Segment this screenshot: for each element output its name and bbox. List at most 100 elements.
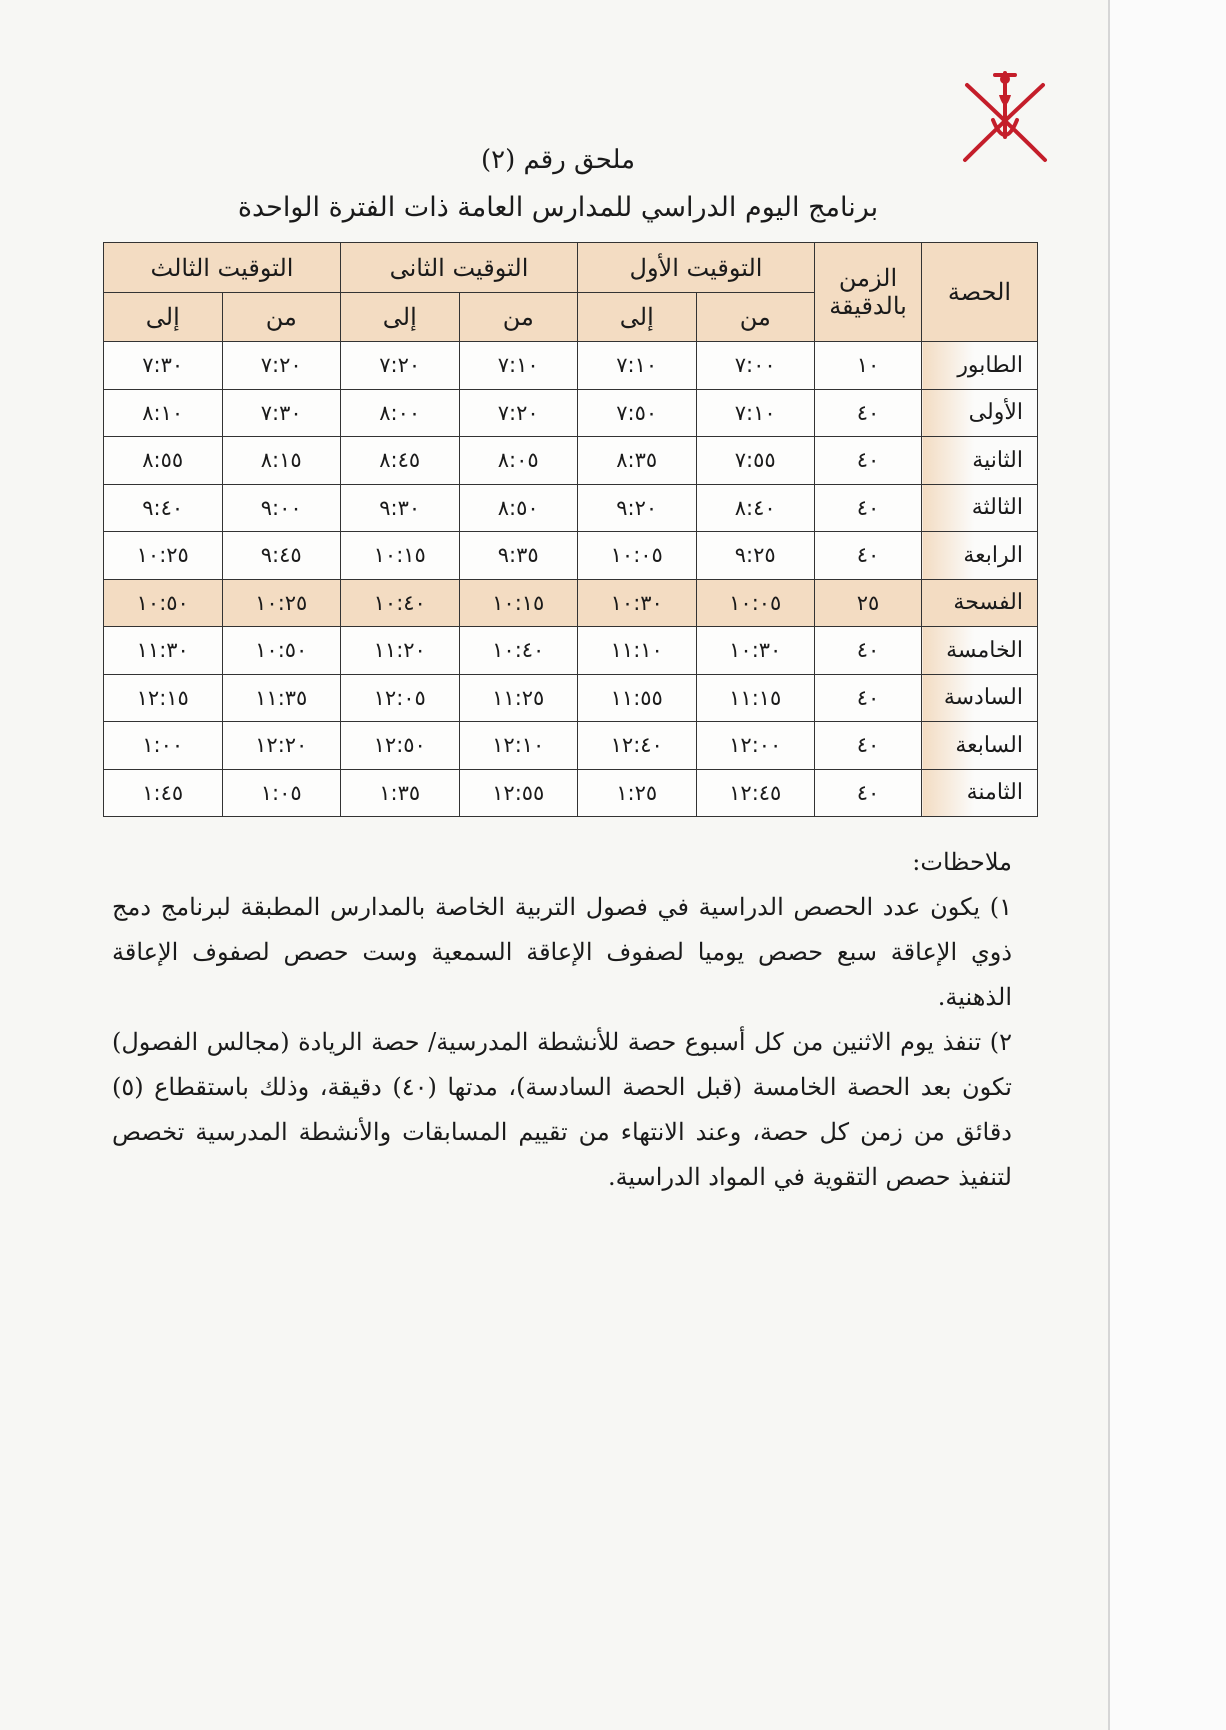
time-to-cell: ٩:٤٠ [103,483,223,532]
note-item: ١) يكون عدد الحصص الدراسية في فصول الترب… [112,893,1012,1011]
header-from: من [695,292,815,342]
time-to-cell: ٨:٤٥ [340,436,460,485]
time-to-cell: ١٠:٢٥ [103,531,223,580]
header-to: إلى [103,292,223,342]
header-timing-2: التوقيت الثانى [340,242,578,293]
period-name: الفسحة [921,578,1038,627]
time-to-cell: ٨:٠٠ [340,388,460,437]
time-to-cell: ٧:٢٠ [340,341,460,390]
time-from-cell: ١٠:١٥ [458,578,578,627]
period-name: الثامنة [921,768,1038,817]
time-from-cell: ٧:١٠ [458,341,578,390]
duration-cell: ٢٥ [814,578,922,627]
time-to-cell: ١٠:١٥ [340,531,460,580]
time-to-cell: ١٢:٥٠ [340,721,460,770]
time-to-cell: ٧:١٠ [577,341,697,390]
header-duration: الزمن بالدقيقة [814,242,922,342]
time-from-cell: ٧:٢٠ [221,341,341,390]
time-from-cell: ٧:٣٠ [221,388,341,437]
schedule-table: الحصة الزمن بالدقيقة التوقيت الأول التوق… [103,242,1038,817]
time-to-cell: ١١:٥٥ [577,673,697,722]
time-from-cell: ١٢:٠٠ [695,721,815,770]
table-row: الخامسة ٤٠ ١٠:٣٠ ١١:١٠ ١٠:٤٠ ١١:٢٠ ١٠:٥٠ ١١:٣٠ [103,626,1038,675]
time-from-cell: ٧:٥٥ [695,436,815,485]
table-row: الثالثة ٤٠ ٨:٤٠ ٩:٢٠ ٨:٥٠ ٩:٣٠ ٩:٠٠ ٩:٤٠ [103,483,1038,532]
schedule-body: الطابور ١٠ ٧:٠٠ ٧:١٠ ٧:١٠ ٧:٢٠ ٧:٢٠ ٧:٣٠ الأولى ٤… [103,341,1038,817]
time-to-cell: ٧:٣٠ [103,341,223,390]
time-from-cell: ١٢:٥٥ [458,768,578,817]
time-to-cell: ١٢:١٥ [103,673,223,722]
time-to-cell: ١٠:٤٠ [340,578,460,627]
time-to-cell: ٨:١٠ [103,388,223,437]
duration-cell: ٤٠ [814,483,922,532]
time-from-cell: ١٢:٤٥ [695,768,815,817]
duration-cell: ٤٠ [814,436,922,485]
time-to-cell: ١٢:٤٠ [577,721,697,770]
scan-edge [1108,0,1226,1730]
duration-cell: ١٠ [814,341,922,390]
note-item: ٢) تنفذ يوم الاثنين من كل أسبوع حصة للأن… [112,1028,1012,1191]
header-to: إلى [340,292,460,342]
time-from-cell: ٨:١٥ [221,436,341,485]
header-timing-3: التوقيت الثالث [103,242,341,293]
header-period: الحصة [921,242,1038,342]
time-to-cell: ٨:٥٥ [103,436,223,485]
period-name: الثالثة [921,483,1038,532]
time-from-cell: ٧:١٠ [695,388,815,437]
period-name: السابعة [921,721,1038,770]
time-from-cell: ٩:٣٥ [458,531,578,580]
document-subtitle: برنامج اليوم الدراسي للمدارس العامة ذات … [237,192,879,223]
time-from-cell: ٧:٠٠ [695,341,815,390]
time-from-cell: ١٠:٠٥ [695,578,815,627]
time-from-cell: ٨:٠٥ [458,436,578,485]
table-row: السابعة ٤٠ ١٢:٠٠ ١٢:٤٠ ١٢:١٠ ١٢:٥٠ ١٢:٢٠ ١:٠٠ [103,721,1038,770]
time-from-cell: ٧:٢٠ [458,388,578,437]
header-to: إلى [577,292,697,342]
table-row: الطابور ١٠ ٧:٠٠ ٧:١٠ ٧:١٠ ٧:٢٠ ٧:٢٠ ٧:٣٠ [103,341,1038,390]
period-name: الأولى [921,388,1038,437]
time-to-cell: ١:٣٥ [340,768,460,817]
time-to-cell: ٩:٢٠ [577,483,697,532]
period-name: الثانية [921,436,1038,485]
notes-heading: ملاحظات: [912,848,1012,876]
table-row: الثامنة ٤٠ ١٢:٤٥ ١:٢٥ ١٢:٥٥ ١:٣٥ ١:٠٥ ١:٤٥ [103,768,1038,817]
time-to-cell: ٨:٣٥ [577,436,697,485]
period-name: السادسة [921,673,1038,722]
time-to-cell: ٩:٣٠ [340,483,460,532]
period-name: الطابور [921,341,1038,390]
annex-title: ملحق رقم (٢) [480,145,636,175]
time-from-cell: ١١:٢٥ [458,673,578,722]
time-to-cell: ١:٢٥ [577,768,697,817]
duration-cell: ٤٠ [814,626,922,675]
time-from-cell: ٨:٥٠ [458,483,578,532]
duration-cell: ٤٠ [814,721,922,770]
time-to-cell: ١٠:٠٥ [577,531,697,580]
time-from-cell: ١١:١٥ [695,673,815,722]
time-from-cell: ١١:٣٥ [221,673,341,722]
header-from: من [221,292,341,342]
header-from: من [458,292,578,342]
time-to-cell: ١٠:٥٠ [103,578,223,627]
time-from-cell: ١٢:٢٠ [221,721,341,770]
time-to-cell: ١١:٣٠ [103,626,223,675]
table-row: الثانية ٤٠ ٧:٥٥ ٨:٣٥ ٨:٠٥ ٨:٤٥ ٨:١٥ ٨:٥٥ [103,436,1038,485]
duration-cell: ٤٠ [814,388,922,437]
table-row: الأولى ٤٠ ٧:١٠ ٧:٥٠ ٧:٢٠ ٨:٠٠ ٧:٣٠ ٨:١٠ [103,388,1038,437]
time-to-cell: ١:٠٠ [103,721,223,770]
period-name: الخامسة [921,626,1038,675]
time-to-cell: ١١:٢٠ [340,626,460,675]
time-to-cell: ١٠:٣٠ [577,578,697,627]
time-from-cell: ٩:٢٥ [695,531,815,580]
duration-cell: ٤٠ [814,768,922,817]
table-row: الفسحة ٢٥ ١٠:٠٥ ١٠:٣٠ ١٠:١٥ ١٠:٤٠ ١٠:٢٥ ١٠:٥٠ [103,578,1038,627]
table-row: الرابعة ٤٠ ٩:٢٥ ١٠:٠٥ ٩:٣٥ ١٠:١٥ ٩:٤٥ ١٠:٢٥ [103,531,1038,580]
time-from-cell: ٩:٤٥ [221,531,341,580]
time-to-cell: ١:٤٥ [103,768,223,817]
time-to-cell: ١١:١٠ [577,626,697,675]
duration-cell: ٤٠ [814,673,922,722]
header-timing-1: التوقيت الأول [577,242,815,293]
time-from-cell: ١٠:٤٠ [458,626,578,675]
time-from-cell: ٩:٠٠ [221,483,341,532]
time-to-cell: ٧:٥٠ [577,388,697,437]
period-name: الرابعة [921,531,1038,580]
